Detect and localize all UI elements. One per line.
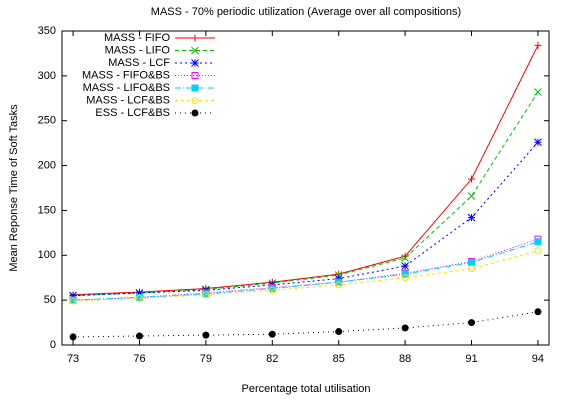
data-point — [468, 319, 476, 327]
y-tick-label: 300 — [38, 70, 56, 82]
data-point — [401, 270, 409, 278]
series-line — [73, 241, 539, 301]
y-tick-label: 0 — [50, 339, 56, 351]
legend-label: MASS - LCF — [108, 57, 170, 69]
legend-label: MASS - LIFO&BS — [83, 82, 170, 94]
y-tick-label: 150 — [38, 204, 56, 216]
data-point — [467, 213, 476, 222]
legend-marker — [191, 84, 199, 92]
data-point — [268, 330, 276, 338]
x-tick-label: 85 — [333, 353, 345, 365]
y-tick-label: 200 — [38, 159, 56, 171]
legend-marker — [191, 72, 199, 79]
data-point — [335, 281, 343, 289]
x-tick-label: 88 — [399, 353, 411, 365]
data-point — [334, 271, 343, 279]
data-point — [534, 308, 542, 316]
y-tick-label: 350 — [38, 25, 56, 37]
data-point — [202, 331, 210, 339]
data-point — [467, 192, 476, 200]
data-point — [534, 138, 542, 147]
legend-marker — [191, 34, 199, 42]
data-point — [401, 262, 409, 270]
data-point — [135, 294, 143, 302]
y-tick-label: 250 — [38, 115, 56, 127]
x-tick-label: 82 — [266, 353, 278, 365]
series-line — [73, 45, 539, 296]
x-tick-label: 94 — [532, 353, 544, 365]
data-point — [401, 324, 409, 332]
x-tick-label: 76 — [133, 353, 145, 365]
plot-frame — [61, 30, 550, 346]
data-point — [534, 41, 542, 49]
data-point — [202, 291, 210, 299]
legend-label: MASS - LIFO — [105, 44, 171, 56]
x-tick-label: 73 — [67, 353, 79, 365]
series-line — [73, 91, 539, 297]
data-point — [69, 333, 77, 341]
data-point — [69, 297, 77, 305]
legend-label: MASS - FIFO&BS — [82, 69, 170, 81]
legend-label: ESS - LCF&BS — [95, 107, 170, 119]
data-point — [268, 286, 276, 294]
data-point — [468, 175, 476, 183]
y-axis-label: Mean Reponse Time of Soft Tasks — [8, 104, 20, 272]
legend-marker — [191, 109, 199, 117]
data-point — [534, 88, 542, 96]
data-point — [534, 247, 542, 255]
y-tick-label: 100 — [38, 249, 56, 261]
x-tick-label: 79 — [200, 353, 212, 365]
legend-label: MASS - LCF&BS — [86, 94, 170, 106]
x-axis-label: Percentage total utilisation — [241, 383, 370, 395]
y-tick-label: 50 — [44, 294, 56, 306]
data-point — [401, 254, 409, 262]
data-point — [468, 265, 476, 273]
legend-marker — [191, 59, 199, 67]
x-tick-label: 91 — [465, 353, 477, 365]
data-point — [401, 274, 409, 282]
legend-marker — [191, 97, 199, 104]
data-point — [135, 332, 143, 340]
data-point — [534, 238, 542, 246]
data-point — [468, 258, 476, 266]
chart-title: MASS - 70% periodic utilization (Average… — [151, 6, 461, 18]
data-point — [335, 328, 343, 336]
legend-label: MASS - FIFO — [104, 32, 170, 44]
legend-marker — [191, 46, 199, 55]
